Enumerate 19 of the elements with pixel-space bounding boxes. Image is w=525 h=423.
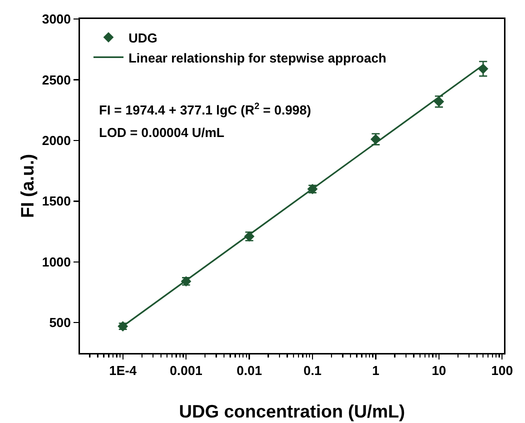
x-tick-label: 1 xyxy=(372,363,380,378)
y-tick-label: 2000 xyxy=(42,133,71,148)
y-axis-title: FI (a.u.) xyxy=(18,154,38,218)
x-tick-label: 0.01 xyxy=(236,363,262,378)
x-tick-label: 0.001 xyxy=(170,363,202,378)
x-tick-label: 0.1 xyxy=(303,363,322,378)
legend-label: Linear relationship for stepwise approach xyxy=(128,50,386,66)
y-tick-label: 500 xyxy=(49,315,71,330)
x-tick-label: 100 xyxy=(491,363,513,378)
x-tick-label: 1E-4 xyxy=(109,363,138,378)
y-tick-label: 1000 xyxy=(42,254,71,270)
annotation: LOD = 0.00004 U/mL xyxy=(99,125,224,140)
annotation: FI = 1974.4 + 377.1 lgC (R$^{2}$ = 0.998) xyxy=(99,101,312,118)
x-axis-title: UDG concentration (U/mL) xyxy=(178,402,406,422)
legend-label: UDG xyxy=(128,30,158,46)
x-tick-label: 10 xyxy=(432,363,446,378)
y-tick-label: 1500 xyxy=(42,194,71,209)
y-tick-label: 2500 xyxy=(42,72,71,88)
y-tick-label: 3000 xyxy=(42,12,71,27)
